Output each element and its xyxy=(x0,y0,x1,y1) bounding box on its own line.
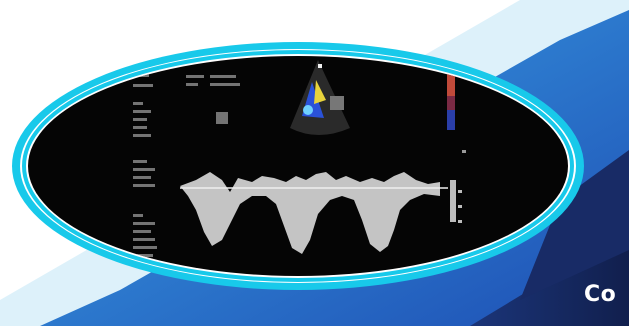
color-doppler-sector xyxy=(290,60,350,135)
baseline-scale-ticks xyxy=(450,180,462,223)
caption-text: Co xyxy=(584,282,617,307)
doppler-waveform xyxy=(180,172,448,254)
cyan-inner-ring xyxy=(22,50,574,282)
side-text-panel xyxy=(133,74,240,265)
navy-band-upper xyxy=(520,150,629,300)
echocardiogram-screen xyxy=(28,56,568,276)
color-scale-bar xyxy=(447,74,466,153)
